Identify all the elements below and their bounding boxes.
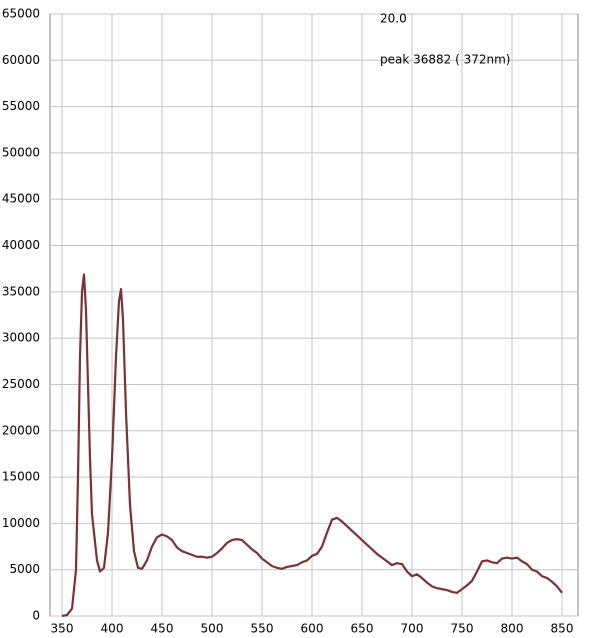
y-tick-label: 15000 [2,470,40,484]
annotation: 20.0 [380,12,407,26]
y-tick-label: 35000 [2,284,40,298]
annotation: peak 36882 ( 372nm) [380,53,510,67]
x-tick-label: 500 [201,622,224,636]
y-tick-label: 50000 [2,145,40,159]
y-tick-label: 40000 [2,238,40,252]
plot-area [49,13,579,617]
y-tick-label: 20000 [2,423,40,437]
x-tick-label: 650 [351,622,374,636]
y-tick-label: 10000 [2,516,40,530]
y-tick-label: 65000 [2,7,40,21]
x-tick-label: 800 [501,622,524,636]
y-tick-label: 25000 [2,377,40,391]
y-tick-label: 60000 [2,53,40,67]
y-tick-label: 30000 [2,331,40,345]
x-tick-label: 700 [401,622,424,636]
spectrum-line [61,273,563,618]
y-tick-label: 0 [32,609,40,623]
x-tick-label: 350 [51,622,74,636]
y-tick-label: 45000 [2,192,40,206]
x-tick-label: 400 [101,622,124,636]
y-tick-label: 55000 [2,99,40,113]
x-tick-label: 850 [551,622,574,636]
y-tick-label: 5000 [9,562,40,576]
x-tick-label: 750 [451,622,474,636]
x-tick-label: 450 [151,622,174,636]
x-tick-label: 600 [301,622,324,636]
x-tick-label: 550 [251,622,274,636]
